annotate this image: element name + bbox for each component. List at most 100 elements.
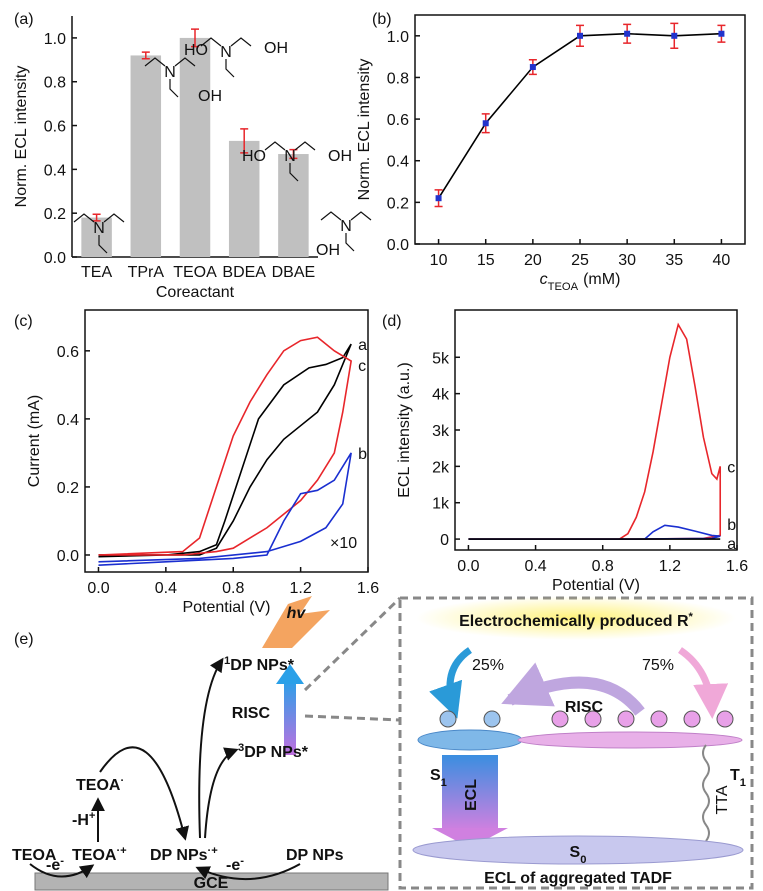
x-tick-label: 0.4 <box>155 580 177 597</box>
glow <box>416 596 736 640</box>
plot-frame <box>454 309 738 551</box>
series-line <box>98 336 353 556</box>
s0-level <box>412 835 744 865</box>
atom-label: OH <box>198 88 222 105</box>
atom-label: OH <box>316 242 340 259</box>
ecl-arrow <box>442 755 498 830</box>
text-part: c <box>540 271 548 288</box>
x-tick-label: 0.8 <box>592 558 614 575</box>
text-part: 0 <box>580 854 586 866</box>
y-tick-label: 1.0 <box>387 29 409 46</box>
x-tick-label: 25 <box>571 252 589 269</box>
text-part: -e <box>226 857 240 874</box>
bond <box>320 211 372 252</box>
diagram-label: 3DP NPs* <box>238 742 309 761</box>
text-part: ·+ <box>208 845 219 857</box>
chart-panel: (d) 0 1k 2k 3k 4k 5k 0.0 0.4 0.8 1.2 1.6 ECL intensi… <box>382 309 748 594</box>
chart-panel: (b) 0.0 0.2 0.4 0.6 0.8 1.0 10 15 20 25 30 35 40 Norm.… <box>356 11 746 293</box>
bar <box>179 37 211 258</box>
arrow <box>198 657 224 839</box>
text-part: Electrochemically produced R <box>459 613 689 630</box>
series-line <box>437 32 722 199</box>
text-part: TEOA <box>76 777 121 794</box>
series-label: c <box>358 358 366 375</box>
error-bar <box>191 28 199 48</box>
ecl-arrow-head <box>432 828 508 848</box>
chart-panel: (a) 0.0 0.2 0.4 0.6 0.8 1.0 Norm. ECL intensity… <box>13 11 318 301</box>
atom-label: N <box>284 148 296 165</box>
atom-label: OH <box>328 148 352 165</box>
x-axis-label: Potential (V) <box>552 577 640 594</box>
y-tick-label: 0.0 <box>57 548 79 565</box>
y-tick-label: 0 <box>440 532 449 549</box>
chart-panel: (c) 0.0 0.2 0.4 0.6 0.0 0.4 0.8 1.2 1.6 Current (m… <box>14 309 379 616</box>
x-tick-label: 10 <box>430 252 448 269</box>
x-tick-label: DBAE <box>272 264 316 281</box>
text-part: 1 <box>224 655 230 667</box>
text-part: 3 <box>238 742 244 754</box>
text-part: - <box>60 855 64 867</box>
series-label: c <box>727 459 735 476</box>
y-tick-label: 2k <box>432 459 450 476</box>
s1-level <box>417 729 523 751</box>
text-part: TEOA <box>548 281 579 293</box>
bar <box>81 217 112 257</box>
arrow <box>677 647 729 719</box>
y-tick-label: 0.0 <box>44 250 66 267</box>
bond <box>73 213 125 254</box>
text-part: + <box>89 810 96 822</box>
diagram-label: 1DP NPs* <box>224 655 295 674</box>
bond <box>144 57 196 98</box>
diagram-label: DP NPs·+ <box>150 845 218 864</box>
diagram-label: GCE <box>194 875 229 891</box>
diagram-label: -e- <box>46 855 64 874</box>
text-part: DP NPs* <box>244 744 309 761</box>
atom-label: HO <box>242 148 266 165</box>
atom-label: N <box>164 64 176 81</box>
y-axis-label: ECL intensity (a.u.) <box>396 362 413 497</box>
x-axis-label: Potential (V) <box>182 599 270 616</box>
diagram-label: DP NPs <box>286 847 344 864</box>
diagram-label: TEOA <box>12 847 57 864</box>
series-label: b <box>727 517 736 534</box>
y-tick-label: 1k <box>432 496 450 513</box>
error-bar <box>240 128 249 154</box>
text-part: 1 <box>441 777 447 789</box>
arrow <box>204 747 239 839</box>
t1-level <box>517 731 743 749</box>
text-part: DP NPs <box>150 847 208 864</box>
bar <box>130 55 162 257</box>
marker <box>529 64 536 71</box>
arrow <box>99 746 190 841</box>
y-tick-label: 0.2 <box>57 480 79 497</box>
x-tick-label: 35 <box>665 252 683 269</box>
text-part: -e <box>46 857 60 874</box>
risc-arrow <box>284 680 296 755</box>
diagram-label: TEOA· <box>76 775 124 794</box>
series-line <box>98 452 352 566</box>
x-tick-label: 0.0 <box>87 580 109 597</box>
series-line <box>468 322 722 540</box>
marker <box>624 30 631 37</box>
y-tick-label: 0.4 <box>44 162 66 179</box>
zoom-line <box>303 596 402 722</box>
text-part: ·+ <box>116 845 127 857</box>
x-tick-label: 0.0 <box>457 558 479 575</box>
y-tick-label: 5k <box>432 350 450 367</box>
arrow <box>429 647 473 719</box>
error-bar <box>92 213 101 222</box>
annotation: ×10 <box>330 535 357 552</box>
text-part: (mM) <box>583 271 620 288</box>
y-tick-label: 0.6 <box>57 344 79 361</box>
bar <box>278 154 309 257</box>
y-tick-label: 0.4 <box>57 412 79 429</box>
plot-frame <box>84 309 369 573</box>
arrow <box>195 863 301 881</box>
y-tick-label: 1.0 <box>44 31 66 48</box>
text-part: DP NPs* <box>230 657 295 674</box>
x-tick-label: BDEA <box>222 264 266 281</box>
diagram-label: RISC <box>232 705 271 722</box>
